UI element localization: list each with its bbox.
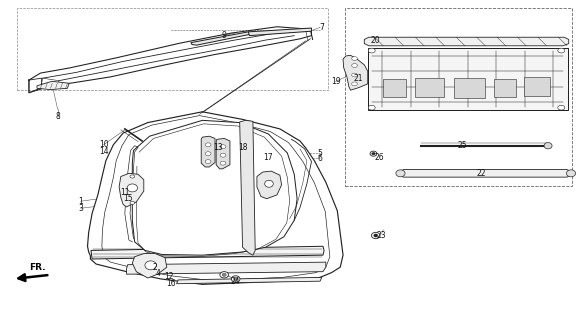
Ellipse shape [558, 105, 565, 110]
Ellipse shape [127, 184, 137, 192]
Polygon shape [257, 171, 282, 199]
Polygon shape [368, 48, 568, 110]
Bar [415, 78, 444, 97]
Polygon shape [132, 120, 297, 255]
Polygon shape [88, 112, 343, 284]
Ellipse shape [351, 82, 357, 86]
Text: 13: 13 [213, 143, 223, 152]
Ellipse shape [220, 161, 226, 165]
Polygon shape [343, 55, 368, 90]
Bar [524, 77, 550, 96]
Text: 6: 6 [318, 154, 323, 163]
Polygon shape [177, 277, 322, 284]
Ellipse shape [222, 273, 226, 276]
Ellipse shape [220, 145, 226, 148]
Bar [494, 79, 516, 97]
Ellipse shape [220, 153, 226, 157]
Ellipse shape [351, 64, 357, 68]
Text: 26: 26 [374, 153, 384, 162]
Ellipse shape [368, 48, 375, 53]
Ellipse shape [130, 201, 134, 204]
Text: 21: 21 [354, 74, 364, 83]
Ellipse shape [351, 57, 357, 60]
Text: FR.: FR. [29, 263, 45, 272]
Text: 7: 7 [319, 23, 324, 32]
Bar [383, 79, 406, 97]
Ellipse shape [145, 261, 156, 270]
Ellipse shape [205, 152, 211, 156]
Text: 2: 2 [153, 263, 158, 272]
Ellipse shape [351, 73, 357, 77]
Text: 11: 11 [120, 188, 130, 197]
Text: 22: 22 [476, 169, 486, 178]
Text: 1: 1 [78, 197, 83, 206]
Polygon shape [126, 262, 326, 274]
Bar [454, 77, 485, 98]
Polygon shape [201, 136, 215, 167]
Ellipse shape [205, 143, 211, 147]
Text: 25: 25 [457, 141, 467, 150]
Text: 15: 15 [123, 194, 133, 203]
Ellipse shape [220, 272, 228, 278]
Text: 12: 12 [164, 272, 174, 281]
Polygon shape [119, 173, 144, 207]
Ellipse shape [205, 160, 211, 164]
Text: 23: 23 [377, 231, 387, 240]
Text: 19: 19 [331, 77, 340, 86]
Text: 14: 14 [99, 147, 108, 156]
Text: 17: 17 [264, 153, 273, 162]
Polygon shape [216, 139, 230, 169]
Text: 24: 24 [231, 277, 241, 286]
Text: 4: 4 [155, 269, 160, 278]
Polygon shape [132, 253, 167, 278]
Text: 10: 10 [99, 140, 108, 149]
Ellipse shape [558, 48, 565, 53]
Polygon shape [191, 32, 253, 45]
Text: 18: 18 [238, 143, 248, 152]
Ellipse shape [544, 142, 552, 149]
Polygon shape [239, 120, 255, 255]
Ellipse shape [265, 180, 273, 187]
Ellipse shape [370, 151, 377, 156]
Polygon shape [248, 28, 312, 36]
Ellipse shape [372, 232, 380, 239]
Ellipse shape [372, 152, 375, 155]
Polygon shape [400, 170, 571, 177]
Text: 20: 20 [371, 36, 381, 44]
Text: 9: 9 [222, 31, 227, 40]
Ellipse shape [567, 170, 576, 177]
Polygon shape [91, 246, 324, 259]
Text: 16: 16 [167, 279, 176, 288]
Polygon shape [37, 81, 69, 90]
Ellipse shape [231, 276, 240, 282]
Text: 5: 5 [318, 148, 323, 157]
Text: 3: 3 [78, 204, 83, 213]
Ellipse shape [368, 105, 375, 110]
Ellipse shape [234, 277, 238, 281]
Ellipse shape [130, 175, 134, 178]
Ellipse shape [396, 170, 405, 177]
Polygon shape [364, 37, 569, 46]
Bar [345, 8, 572, 186]
Ellipse shape [374, 234, 378, 237]
Text: 8: 8 [55, 112, 60, 121]
